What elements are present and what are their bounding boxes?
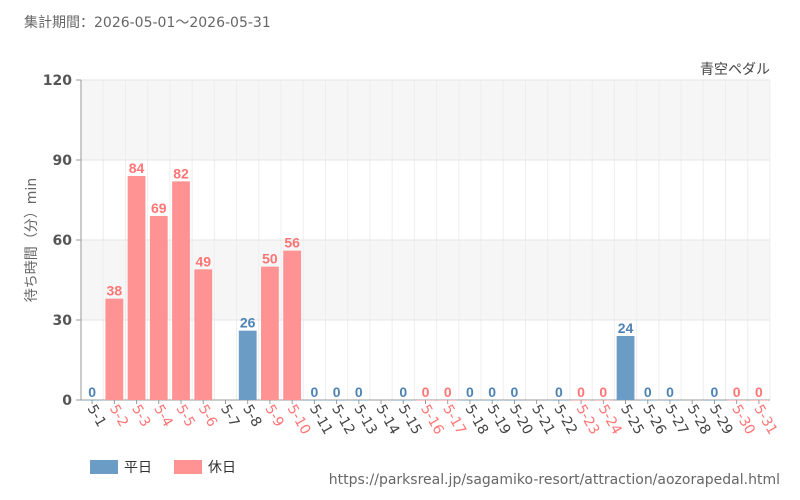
legend-item-holiday[interactable]: 休日 — [174, 457, 236, 477]
bar-value-label: 0 — [711, 384, 719, 400]
bar-value-label: 0 — [599, 384, 607, 400]
bar — [238, 330, 257, 400]
bar — [105, 298, 124, 400]
bar-value-label: 0 — [666, 384, 674, 400]
legend-label-weekday: 平日 — [124, 460, 152, 476]
y-tick-label: 60 — [53, 233, 73, 249]
bar — [616, 336, 635, 400]
source-url: https://parksreal.jp/sagamiko-resort/att… — [328, 472, 780, 488]
bar — [149, 216, 168, 400]
x-tick-label: 5-3 — [128, 402, 153, 430]
bar-value-label: 49 — [195, 253, 211, 269]
y-axis-label: 待ち時間（分）min — [24, 178, 40, 302]
x-tick-label: 5-2 — [106, 402, 131, 430]
bar — [261, 266, 279, 400]
x-tick-label: 5-5 — [173, 402, 198, 430]
bar-value-label: 0 — [644, 384, 652, 400]
bar-value-label: 0 — [555, 384, 563, 400]
bar-value-label: 0 — [333, 384, 341, 400]
bar-value-label: 0 — [488, 384, 496, 400]
x-tick-label: 5-1 — [84, 402, 109, 430]
bar-value-label: 50 — [262, 251, 278, 267]
bar-value-label: 82 — [173, 165, 189, 181]
bar — [194, 269, 213, 400]
bar-value-label: 0 — [422, 384, 430, 400]
bar-value-label: 0 — [310, 384, 318, 400]
y-tick-label: 120 — [43, 73, 72, 89]
y-tick-label: 0 — [62, 393, 72, 409]
bar — [127, 176, 146, 400]
legend-item-weekday[interactable]: 平日 — [90, 457, 152, 477]
x-tick-label: 5-31 — [750, 402, 780, 438]
x-tick-label: 5-8 — [239, 402, 264, 430]
bar-value-label: 38 — [107, 283, 123, 299]
x-tick-label: 5-4 — [150, 402, 175, 430]
y-tick-label: 30 — [53, 313, 73, 329]
bar-value-label: 24 — [618, 320, 634, 336]
bar-value-label: 0 — [399, 384, 407, 400]
bar — [283, 250, 302, 400]
bar-value-label: 84 — [129, 160, 145, 176]
legend-swatch-weekday — [90, 460, 118, 474]
period-label: 集計期間：2026-05-01〜2026-05-31 — [24, 15, 271, 31]
x-tick-label: 5-6 — [195, 402, 220, 430]
legend-label-holiday: 休日 — [208, 460, 236, 476]
bar-value-label: 0 — [755, 384, 763, 400]
bar-value-label: 0 — [733, 384, 741, 400]
bar-value-label: 56 — [284, 235, 300, 251]
bar-value-label: 0 — [88, 384, 96, 400]
y-tick-label: 90 — [53, 153, 73, 169]
x-tick-label: 5-7 — [217, 402, 242, 430]
bar-value-label: 69 — [151, 200, 167, 216]
x-tick-label: 5-9 — [261, 402, 286, 430]
bar-value-label: 0 — [577, 384, 585, 400]
plot-band — [81, 80, 770, 160]
legend: 平日 休日 — [90, 457, 258, 477]
bar-value-label: 0 — [355, 384, 363, 400]
series-label: 青空ペダル — [700, 62, 770, 78]
bar — [172, 181, 190, 400]
bar-value-label: 0 — [444, 384, 452, 400]
legend-swatch-holiday — [174, 460, 202, 474]
bar-value-label: 0 — [511, 384, 519, 400]
bar-value-label: 26 — [240, 315, 256, 331]
bar-value-label: 0 — [466, 384, 474, 400]
